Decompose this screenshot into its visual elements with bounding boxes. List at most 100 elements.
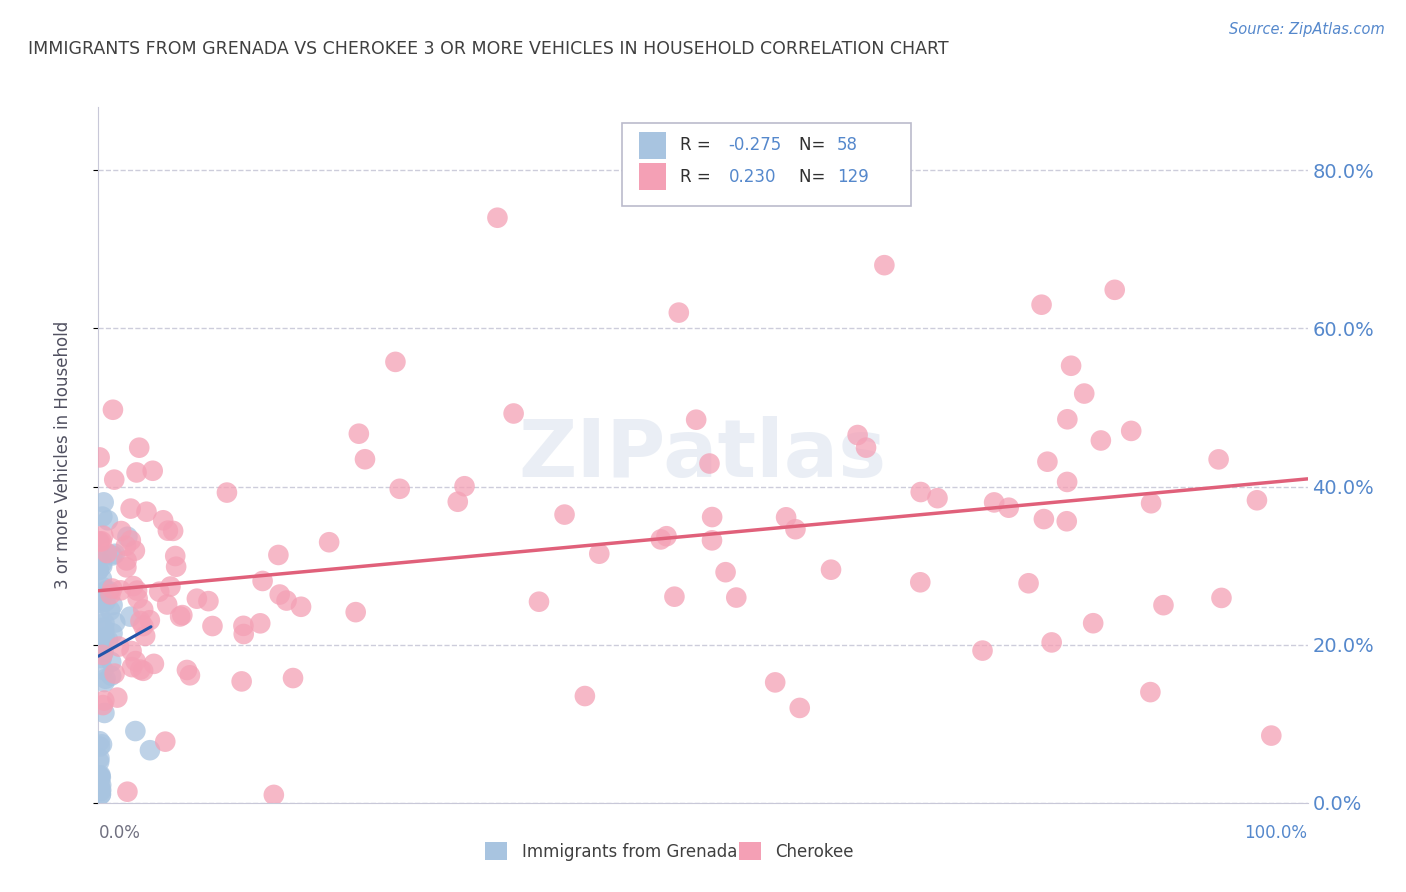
Point: [139, 613, 162, 627]
Point: [186, 591, 208, 606]
Point: [124, 724, 146, 739]
Point: [87, 538, 110, 552]
Y-axis label: 3 or more Vehicles in Household: 3 or more Vehicles in Household: [53, 321, 72, 589]
Point: [1032, 512, 1054, 526]
Point: [172, 608, 194, 623]
Point: [502, 407, 524, 421]
Point: [89, 606, 111, 620]
Point: [121, 660, 143, 674]
Point: [347, 426, 370, 441]
Point: [105, 690, 128, 705]
Point: [94, 631, 117, 645]
Point: [142, 657, 165, 671]
Point: [89, 768, 111, 782]
Point: [91, 556, 114, 570]
Point: [90, 783, 112, 797]
Point: [997, 500, 1019, 515]
Point: [388, 482, 411, 496]
Point: [115, 553, 138, 567]
Point: [252, 574, 274, 588]
Point: [93, 663, 115, 677]
Point: [846, 428, 869, 442]
Point: [108, 640, 131, 654]
Point: [354, 452, 377, 467]
Point: [1073, 386, 1095, 401]
Point: [1140, 496, 1163, 510]
Point: [527, 595, 550, 609]
Point: [93, 693, 115, 707]
Point: [1153, 598, 1175, 612]
Point: [276, 593, 298, 607]
Text: 58: 58: [837, 136, 858, 154]
Point: [89, 450, 111, 465]
Point: [89, 755, 111, 769]
Point: [1060, 359, 1083, 373]
Point: [1018, 576, 1040, 591]
Point: [668, 305, 690, 319]
Point: [100, 655, 122, 669]
Point: [873, 258, 896, 272]
Point: [588, 547, 610, 561]
Point: [90, 572, 112, 586]
Point: [179, 668, 201, 682]
Text: -0.275: -0.275: [728, 136, 782, 154]
Point: [132, 602, 155, 616]
Point: [156, 598, 179, 612]
Point: [155, 734, 177, 748]
Bar: [638, 132, 665, 159]
Point: [148, 584, 170, 599]
Bar: [485, 842, 508, 860]
Point: [1246, 493, 1268, 508]
Point: [93, 624, 115, 638]
Point: [927, 491, 949, 505]
Point: [87, 534, 110, 549]
Text: R =: R =: [681, 168, 721, 186]
Point: [685, 413, 707, 427]
Point: [763, 675, 786, 690]
Point: [103, 473, 125, 487]
Point: [93, 675, 115, 690]
Point: [1090, 434, 1112, 448]
Point: [90, 778, 112, 792]
Point: [156, 524, 179, 538]
Point: [87, 563, 110, 577]
Point: [1139, 685, 1161, 699]
Point: [700, 533, 723, 548]
Point: [702, 510, 724, 524]
Point: [132, 619, 155, 633]
Point: [94, 672, 117, 686]
Point: [165, 559, 187, 574]
Point: [97, 633, 120, 648]
Point: [124, 543, 146, 558]
Point: [820, 563, 842, 577]
Point: [104, 547, 127, 561]
Point: [269, 588, 291, 602]
Point: [89, 534, 111, 549]
Point: [1260, 729, 1282, 743]
Point: [910, 485, 932, 500]
Point: [91, 580, 114, 594]
Point: [725, 591, 748, 605]
Point: [231, 674, 253, 689]
Point: [699, 457, 721, 471]
Point: [87, 563, 110, 577]
Point: [98, 584, 121, 599]
Point: [290, 599, 312, 614]
Point: [89, 779, 111, 793]
Point: [267, 548, 290, 562]
Point: [655, 529, 678, 543]
Point: [855, 441, 877, 455]
Point: [120, 609, 142, 624]
Point: [1104, 283, 1126, 297]
Point: [486, 211, 509, 225]
Text: 100.0%: 100.0%: [1244, 823, 1308, 842]
Point: [127, 591, 149, 606]
Point: [1031, 298, 1053, 312]
Point: [1056, 412, 1078, 426]
Point: [384, 355, 406, 369]
Point: [215, 485, 238, 500]
Point: [574, 689, 596, 703]
Point: [789, 701, 811, 715]
Point: [96, 583, 118, 598]
Point: [101, 549, 124, 563]
